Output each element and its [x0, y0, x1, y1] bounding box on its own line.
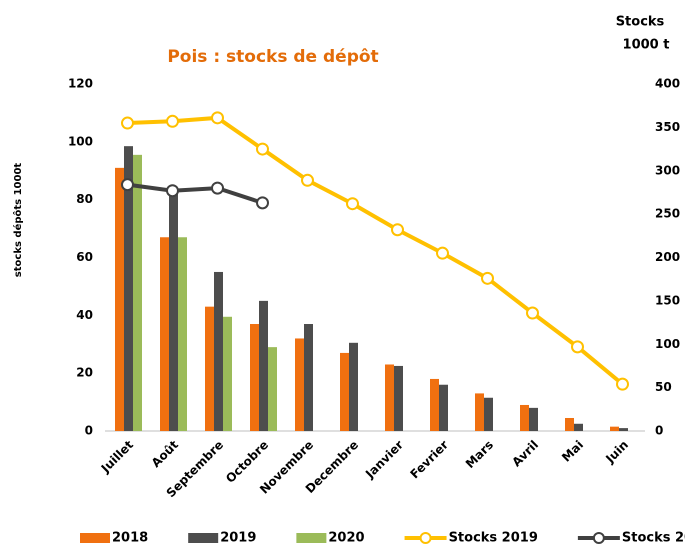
y2-tick-label: 400 — [655, 77, 680, 91]
legend-label: Stocks 2019 — [449, 531, 538, 544]
legend-label: 2020 — [328, 531, 364, 544]
point — [211, 111, 224, 125]
bar — [160, 237, 169, 431]
bar — [295, 338, 304, 431]
bar — [259, 300, 268, 431]
legend-label: 2018 — [112, 531, 148, 544]
bar — [250, 324, 259, 431]
point — [301, 173, 314, 187]
point — [436, 246, 449, 260]
legend-swatch — [419, 532, 432, 544]
y2-axis-title: 1000 t — [623, 38, 670, 53]
y2-tick-label: 0 — [655, 424, 663, 438]
legend-swatch — [80, 533, 110, 543]
x-tick-label: Juin — [602, 438, 631, 467]
bar — [115, 167, 124, 431]
y2-axis-title: Stocks — [616, 15, 665, 30]
bar — [223, 316, 232, 431]
x-tick-label: Octobre — [223, 438, 271, 486]
bar — [565, 417, 574, 431]
legend-swatch — [296, 533, 327, 543]
point — [481, 271, 494, 285]
x-tick-label: Mars — [463, 438, 496, 471]
y2-tick-label: 350 — [655, 120, 680, 134]
y2-tick-label: 200 — [655, 250, 680, 264]
bar — [349, 342, 358, 431]
y2-tick-label: 250 — [655, 207, 680, 221]
point — [256, 142, 269, 156]
bar — [178, 237, 187, 431]
line — [127, 182, 264, 205]
point — [346, 197, 359, 211]
bar — [169, 193, 178, 431]
bar — [430, 378, 439, 431]
point — [526, 306, 539, 320]
point — [166, 114, 179, 128]
bar — [394, 365, 403, 431]
legend-label: 2019 — [220, 531, 256, 544]
y-tick-label: 120 — [68, 77, 93, 91]
point — [166, 184, 179, 198]
bar — [574, 423, 583, 431]
point — [211, 181, 224, 195]
point — [256, 196, 269, 210]
y-tick-label: 100 — [68, 134, 93, 148]
x-tick-label: Mai — [559, 438, 586, 465]
bar — [124, 146, 133, 431]
line — [127, 115, 624, 386]
y2-tick-label: 150 — [655, 293, 680, 307]
bar — [475, 393, 484, 431]
point — [391, 223, 404, 237]
bar — [205, 306, 214, 431]
legend-swatch — [188, 533, 219, 543]
bar — [385, 364, 394, 431]
bar — [304, 324, 313, 431]
y-tick-label: 80 — [76, 192, 93, 206]
y2-tick-label: 100 — [655, 337, 680, 351]
y-tick-label: 0 — [85, 424, 93, 438]
bar — [619, 428, 628, 431]
y-tick-label: 60 — [76, 250, 93, 264]
legend-label: Stocks 2020 — [622, 531, 685, 544]
bar — [133, 154, 142, 432]
point — [121, 116, 134, 130]
point — [571, 340, 584, 354]
chart-title: Pois : stocks de dépôt — [167, 47, 378, 67]
x-tick-label: Juillet — [98, 438, 137, 477]
bar — [484, 397, 493, 431]
bar — [439, 384, 448, 431]
bar — [268, 347, 277, 431]
y-tick-label: 40 — [76, 308, 93, 322]
point — [121, 178, 134, 192]
bar — [529, 407, 538, 431]
x-tick-label: Août — [149, 438, 182, 471]
bar — [610, 426, 619, 431]
y-tick-label: 20 — [76, 366, 93, 380]
bar — [214, 271, 223, 431]
x-tick-label: Fevrier — [407, 438, 451, 482]
x-tick-label: Janvier — [362, 438, 406, 482]
point — [616, 377, 629, 391]
y2-tick-label: 50 — [655, 380, 672, 394]
legend-swatch — [592, 532, 605, 544]
x-tick-label: Avril — [509, 438, 541, 470]
y-axis-title: stocks dépôts 1000t — [12, 163, 24, 278]
bar — [520, 404, 529, 431]
y2-tick-label: 300 — [655, 163, 680, 177]
bar — [340, 352, 349, 431]
